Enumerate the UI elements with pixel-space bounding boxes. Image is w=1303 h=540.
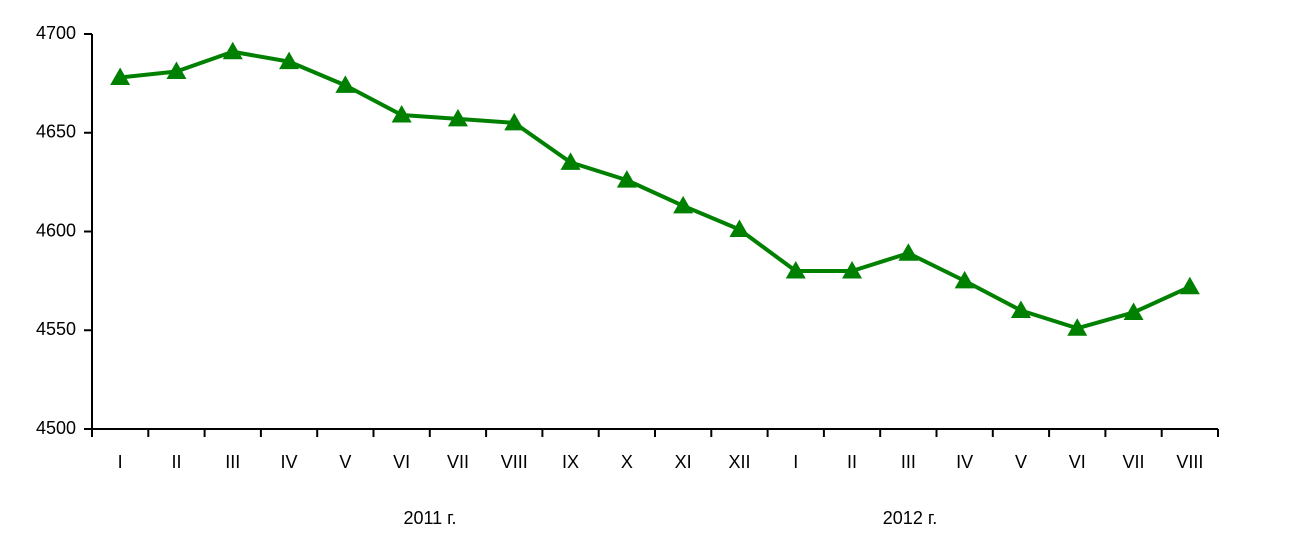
marker (785, 261, 806, 279)
y-tick-label: 4500 (36, 418, 76, 438)
y-tick-label: 4550 (36, 319, 76, 339)
x-tick-label: XI (675, 452, 692, 472)
x-tick-label: I (793, 452, 798, 472)
x-tick-label: II (171, 452, 181, 472)
series-line (119, 49, 1191, 331)
marker (560, 152, 581, 170)
marker (729, 219, 750, 238)
y-tick-label: 4650 (36, 122, 76, 142)
marker (1123, 302, 1144, 320)
x-tick-label: V (339, 452, 351, 472)
x-tick-label: XII (728, 452, 750, 472)
x-tick-label: VII (1123, 452, 1145, 472)
marker (335, 75, 356, 93)
y-tick-label: 4600 (36, 220, 76, 240)
x-tick-label: X (621, 452, 633, 472)
marker (1067, 318, 1088, 336)
x-tick-label: III (901, 452, 916, 472)
y-tick-label: 4700 (36, 23, 76, 43)
marker (222, 41, 243, 60)
marker (1179, 276, 1200, 295)
x-tick-label: III (225, 452, 240, 472)
marker (673, 195, 694, 214)
x-tick-label: IV (281, 452, 298, 472)
marker (898, 243, 919, 261)
marker (504, 112, 525, 131)
group-label: 2012 г. (883, 508, 937, 528)
marker (166, 61, 187, 80)
x-tick-label: VIII (501, 452, 528, 472)
marker (954, 270, 975, 289)
x-tick-label: VI (393, 452, 410, 472)
x-tick-label: IX (562, 452, 579, 472)
marker (447, 108, 468, 127)
x-tick-label: VIII (1176, 452, 1203, 472)
x-tick-label: VI (1069, 452, 1086, 472)
marker (616, 170, 637, 188)
marker (391, 104, 412, 123)
x-tick-label: I (118, 452, 123, 472)
x-tick-label: II (847, 452, 857, 472)
marker (110, 67, 131, 85)
x-tick-label: VII (447, 452, 469, 472)
x-tick-label: IV (956, 452, 973, 472)
marker (279, 51, 300, 70)
marker (842, 261, 863, 279)
marker (1010, 300, 1031, 318)
group-label: 2011 г. (403, 508, 456, 528)
x-tick-label: V (1015, 452, 1027, 472)
